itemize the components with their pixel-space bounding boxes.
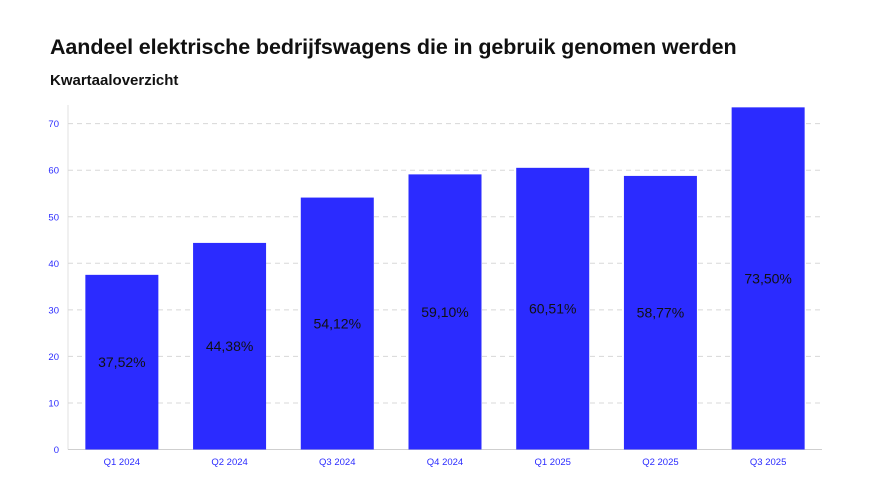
bar <box>516 167 590 450</box>
bar <box>193 242 267 450</box>
y-tick-label: 40 <box>48 259 59 270</box>
y-tick-label: 60 <box>48 166 59 177</box>
x-category-label: Q4 2024 <box>427 457 463 468</box>
chart-subtitle: Kwartaaloverzicht <box>50 72 179 89</box>
bar <box>408 174 482 450</box>
x-category-label: Q3 2025 <box>750 457 786 468</box>
x-category-label: Q1 2024 <box>104 457 140 468</box>
x-category-label: Q1 2025 <box>534 457 570 468</box>
y-tick-label: 10 <box>48 398 59 409</box>
bar <box>300 197 374 450</box>
y-tick-label: 30 <box>48 305 59 316</box>
chart-title: Aandeel elektrische bedrijfswagens die i… <box>50 35 737 59</box>
bar <box>623 175 697 450</box>
bar <box>85 274 159 450</box>
x-category-label: Q2 2025 <box>642 457 678 468</box>
y-tick-label: 0 <box>54 445 59 456</box>
bar-value-label: 58,77% <box>637 305 684 321</box>
x-category-label: Q2 2024 <box>211 457 247 468</box>
bar-value-label: 54,12% <box>314 316 361 332</box>
bar-value-label: 60,51% <box>529 301 576 317</box>
y-tick-label: 20 <box>48 352 59 363</box>
bar-value-label: 73,50% <box>744 270 791 286</box>
x-category-label: Q3 2024 <box>319 457 355 468</box>
bar <box>731 107 805 450</box>
y-tick-label: 50 <box>48 212 59 223</box>
y-tick-label: 70 <box>48 119 59 130</box>
bar-value-label: 44,38% <box>206 338 253 354</box>
bar-value-label: 37,52% <box>98 354 145 370</box>
bar-value-label: 59,10% <box>421 304 468 320</box>
